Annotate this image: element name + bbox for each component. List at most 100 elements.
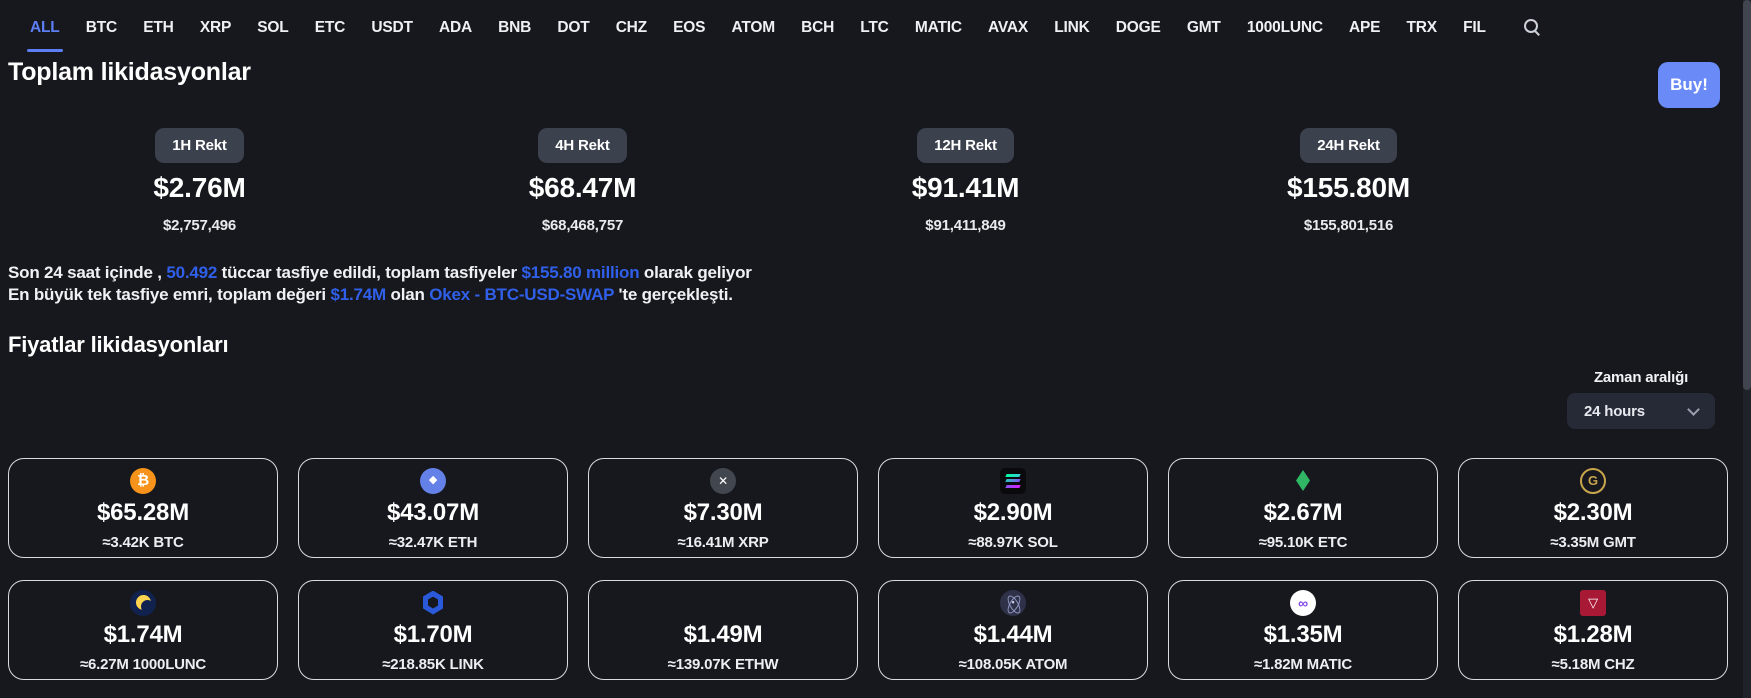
summary-highlight: $155.80 million: [521, 263, 640, 282]
rekt-stat: 12H Rekt $91.41M $91,411,849: [774, 128, 1157, 234]
card-liquidation-value: $2.30M: [1553, 498, 1633, 526]
summary-link[interactable]: Okex - BTC-USD-SWAP: [429, 285, 614, 304]
time-range-value: 24 hours: [1584, 402, 1645, 420]
card-coin-amount: ≈1.82M MATIC: [1253, 655, 1353, 673]
summary-text: Son 24 saat içinde ,: [8, 263, 167, 282]
card-liquidation-value: $2.90M: [973, 498, 1053, 526]
card-liquidation-value: $1.28M: [1553, 620, 1633, 648]
card-liquidation-value: $2.67M: [1263, 498, 1343, 526]
nav-item-eth[interactable]: ETH: [143, 18, 174, 36]
scrollbar: [1743, 0, 1751, 698]
card-coin-amount: ≈32.47K ETH: [388, 533, 478, 551]
rekt-value: $91.41M: [911, 172, 1020, 203]
rekt-value: $155.80M: [1287, 172, 1410, 203]
ethw-icon: [710, 590, 736, 616]
coin-card-ethw[interactable]: $1.49M ≈139.07K ETHW: [588, 580, 858, 680]
card-coin-amount: ≈3.35M GMT: [1550, 533, 1636, 551]
summary-text: tüccar tasfiye edildi, toplam tasfiyeler: [217, 263, 522, 282]
card-coin-amount: ≈6.27M 1000LUNC: [79, 655, 207, 673]
card-liquidation-value: $43.07M: [387, 498, 479, 526]
summary-text: En büyük tek tasfiye emri, toplam değeri: [8, 285, 331, 304]
card-liquidation-value: $1.35M: [1263, 620, 1343, 648]
nav-item-avax[interactable]: AVAX: [988, 18, 1028, 36]
nav-item-eos[interactable]: EOS: [673, 18, 706, 36]
ticker-nav: ALL BTC ETH XRP SOL ETC USDT ADA BNB DOT CHZ EOS ATO…: [0, 0, 1751, 53]
coin-card-btc[interactable]: ₿ $65.28M ≈3.42K BTC: [8, 458, 278, 558]
summary-line-1: Son 24 saat içinde , 50.492 tüccar tasfi…: [8, 262, 1751, 284]
nav-item-bnb[interactable]: BNB: [498, 18, 532, 36]
liquidation-summary: Son 24 saat içinde , 50.492 tüccar tasfi…: [8, 262, 1751, 306]
scrollbar-thumb[interactable]: [1743, 0, 1751, 390]
rekt-period-badge: 4H Rekt: [538, 128, 627, 163]
coin-card-eth[interactable]: ◆ $43.07M ≈32.47K ETH: [298, 458, 568, 558]
rekt-stat: 24H Rekt $155.80M $155,801,516: [1157, 128, 1540, 234]
nav-item-trx[interactable]: TRX: [1406, 18, 1438, 36]
summary-text: olan: [385, 285, 430, 304]
coin-card-etc[interactable]: $2.67M ≈95.10K ETC: [1168, 458, 1438, 558]
summary-highlight: 50.492: [166, 263, 218, 282]
xrp-icon: ✕: [710, 467, 736, 494]
page-title: Toplam likidasyonlar: [8, 58, 251, 86]
nav-item-ada[interactable]: ADA: [438, 18, 472, 36]
chz-icon: ▽: [1580, 589, 1606, 616]
coin-card-atom[interactable]: • $1.44M ≈108.05K ATOM: [878, 580, 1148, 680]
coin-card-chz[interactable]: ▽ $1.28M ≈5.18M CHZ: [1458, 580, 1728, 680]
coin-card-1000lunc[interactable]: $1.74M ≈6.27M 1000LUNC: [8, 580, 278, 680]
search-icon[interactable]: [1523, 18, 1541, 36]
nav-item-bch[interactable]: BCH: [801, 18, 835, 36]
nav-item-sol[interactable]: SOL: [257, 18, 289, 36]
rekt-stat: 1H Rekt $2.76M $2,757,496: [8, 128, 391, 234]
card-coin-amount: ≈95.10K ETC: [1258, 533, 1348, 551]
nav-item-ltc[interactable]: LTC: [860, 18, 889, 36]
prices-section-title: Fiyatlar likidasyonları: [8, 332, 229, 357]
card-liquidation-value: $65.28M: [97, 498, 189, 526]
card-liquidation-value: $1.44M: [973, 620, 1053, 648]
coin-card-xrp[interactable]: ✕ $7.30M ≈16.41M XRP: [588, 458, 858, 558]
card-coin-amount: ≈108.05K ATOM: [958, 655, 1068, 673]
card-liquidation-value: $7.30M: [683, 498, 763, 526]
time-range-select[interactable]: 24 hours: [1567, 393, 1715, 429]
card-coin-amount: ≈88.97K SOL: [968, 533, 1058, 551]
nav-item-fil[interactable]: FIL: [1463, 18, 1486, 36]
summary-highlight: $1.74M: [330, 285, 386, 304]
coin-card-gmt[interactable]: G $2.30M ≈3.35M GMT: [1458, 458, 1728, 558]
eth-icon: ◆: [420, 467, 446, 494]
card-coin-amount: ≈16.41M XRP: [677, 533, 769, 551]
nav-item-btc[interactable]: BTC: [85, 18, 117, 36]
gmt-icon: G: [1580, 467, 1606, 494]
nav-item-1000lunc[interactable]: 1000LUNC: [1246, 18, 1323, 36]
nav-item-doge[interactable]: DOGE: [1115, 18, 1161, 36]
nav-item-all[interactable]: ALL: [27, 2, 63, 52]
coin-cards-grid: ₿ $65.28M ≈3.42K BTC ◆ $43.07M ≈32.47K E…: [8, 458, 1728, 680]
nav-item-chz[interactable]: CHZ: [615, 18, 647, 36]
chevron-down-icon: [1687, 402, 1700, 416]
nav-item-xrp[interactable]: XRP: [199, 18, 232, 36]
matic-icon: ∞: [1290, 589, 1316, 616]
summary-text: olarak geliyor: [639, 263, 752, 282]
nav-item-matic[interactable]: MATIC: [914, 18, 962, 36]
buy-button[interactable]: Buy!: [1658, 62, 1720, 108]
nav-item-etc[interactable]: ETC: [314, 18, 346, 36]
nav-item-link[interactable]: LINK: [1054, 18, 1090, 36]
coin-card-matic[interactable]: ∞ $1.35M ≈1.82M MATIC: [1168, 580, 1438, 680]
page-header: Toplam likidasyonlar Buy!: [8, 58, 1751, 108]
card-coin-amount: ≈5.18M CHZ: [1551, 655, 1635, 673]
link-icon: [420, 590, 446, 616]
prices-section-header: Fiyatlar likidasyonları Zaman aralığı 24…: [8, 332, 1751, 458]
nav-item-dot[interactable]: DOT: [557, 18, 590, 36]
nav-item-atom[interactable]: ATOM: [731, 18, 776, 36]
nav-item-gmt[interactable]: GMT: [1186, 18, 1221, 36]
card-coin-amount: ≈3.42K BTC: [102, 533, 184, 551]
card-coin-amount: ≈218.85K LINK: [382, 655, 484, 673]
rekt-exact-value: $91,411,849: [925, 217, 1006, 234]
rekt-value: $68.47M: [528, 172, 637, 203]
rekt-exact-value: $155,801,516: [1303, 217, 1394, 234]
rekt-period-badge: 24H Rekt: [1300, 128, 1397, 163]
nav-item-usdt[interactable]: USDT: [371, 18, 413, 36]
nav-item-ape[interactable]: APE: [1349, 18, 1381, 36]
summary-line-2: En büyük tek tasfiye emri, toplam değeri…: [8, 284, 1751, 306]
sol-icon: [1000, 467, 1026, 494]
coin-card-sol[interactable]: $2.90M ≈88.97K SOL: [878, 458, 1148, 558]
atom-icon: •: [1000, 589, 1026, 616]
coin-card-link[interactable]: $1.70M ≈218.85K LINK: [298, 580, 568, 680]
